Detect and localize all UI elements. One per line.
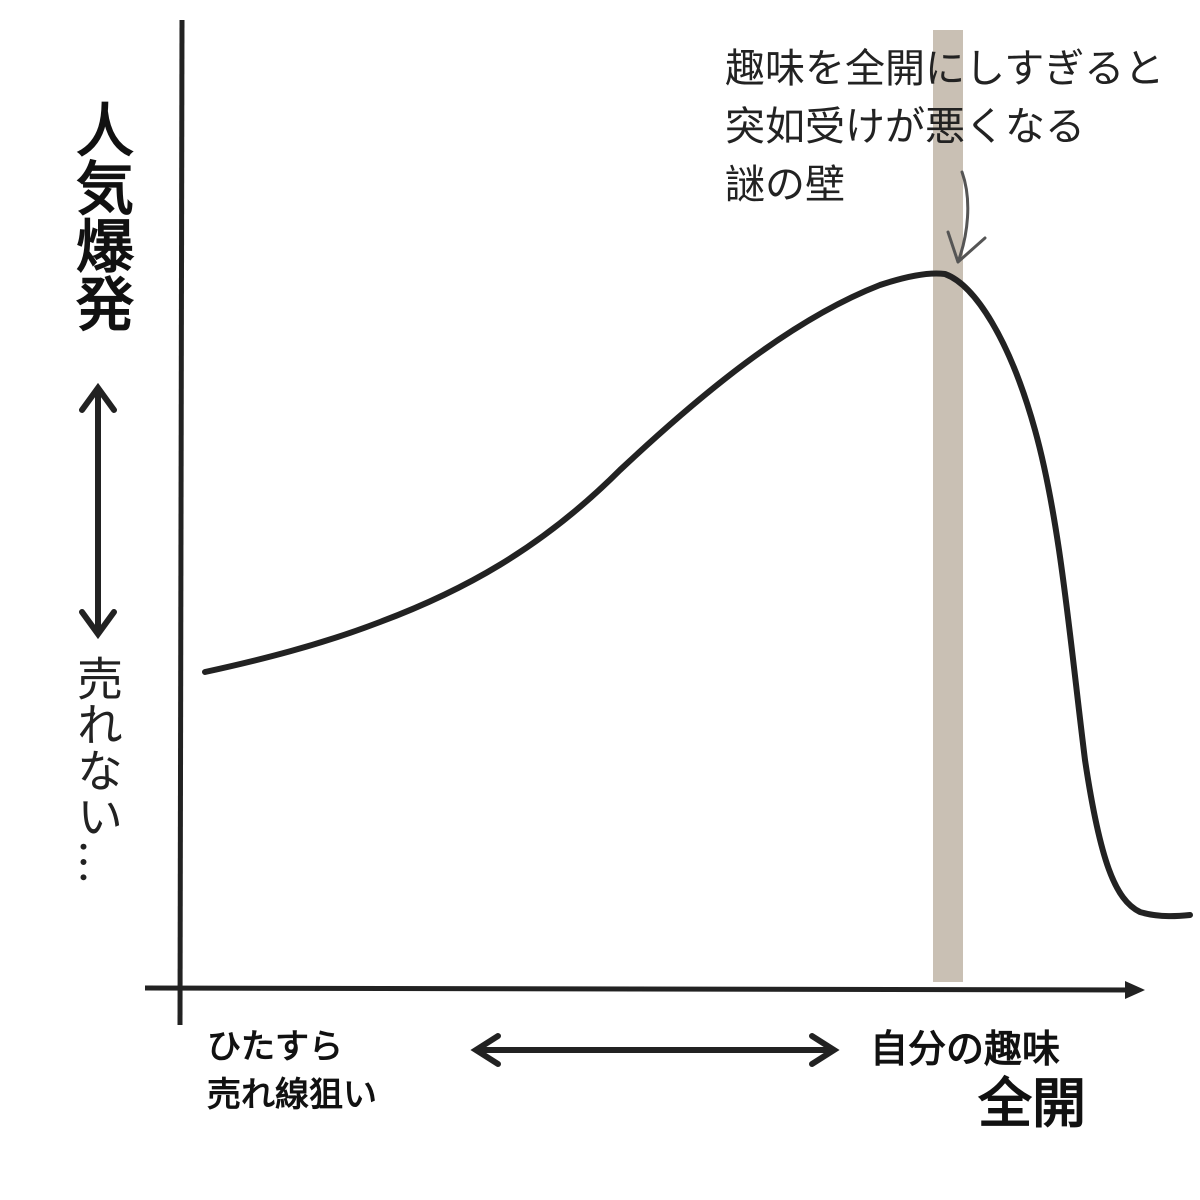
annotation-line: 謎の壁 (725, 162, 845, 208)
wall-band (933, 30, 963, 982)
annotation-line: 趣味を全開にしすぎると (725, 46, 1164, 92)
x-right-label: 自分の趣味 (870, 1027, 1060, 1071)
horizontal-double-arrow (470, 1033, 840, 1067)
annotation-line: 突如受けが悪くなる (725, 104, 1085, 150)
x-left-label: 売れ線狙い (207, 1075, 377, 1115)
x-left-label: ひたすら (207, 1027, 343, 1067)
y-top-label: 人気爆発 (66, 100, 134, 332)
x-axis-arrowhead (1125, 981, 1145, 999)
y-bottom-label: 売れない… (70, 655, 124, 885)
y-axis (177, 19, 185, 1026)
x-right-label: 全開 (977, 1072, 1086, 1135)
x-axis (144, 985, 1136, 993)
annotation-arrow (946, 170, 987, 264)
popularity-curve (202, 270, 1193, 920)
vertical-double-arrow (79, 382, 117, 640)
